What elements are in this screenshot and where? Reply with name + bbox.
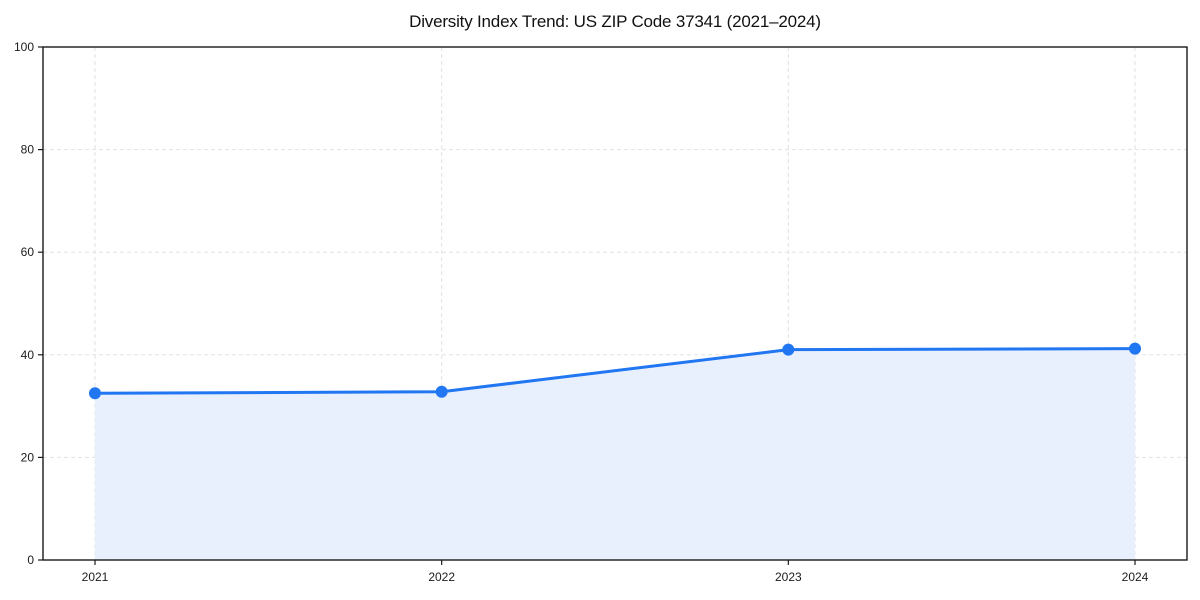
area-fill bbox=[95, 348, 1135, 560]
x-tick-label: 2024 bbox=[1122, 570, 1149, 584]
y-tick-label: 100 bbox=[14, 40, 34, 54]
data-point bbox=[89, 387, 101, 400]
y-tick-label: 80 bbox=[21, 143, 35, 157]
data-point bbox=[435, 385, 448, 398]
x-tick-label: 2023 bbox=[775, 570, 802, 584]
y-tick-label: 0 bbox=[27, 553, 34, 567]
y-tick-label: 40 bbox=[21, 348, 35, 362]
chart-title: Diversity Index Trend: US ZIP Code 37341… bbox=[409, 12, 821, 31]
trend-line bbox=[93, 347, 1137, 395]
data-point bbox=[1129, 342, 1141, 355]
x-tick-label: 2022 bbox=[428, 570, 455, 584]
data-point bbox=[782, 343, 795, 356]
y-tick-label: 20 bbox=[21, 450, 35, 464]
y-tick-label: 60 bbox=[21, 245, 35, 259]
x-tick-label: 2021 bbox=[82, 570, 109, 584]
plot-border bbox=[42, 46, 1188, 561]
